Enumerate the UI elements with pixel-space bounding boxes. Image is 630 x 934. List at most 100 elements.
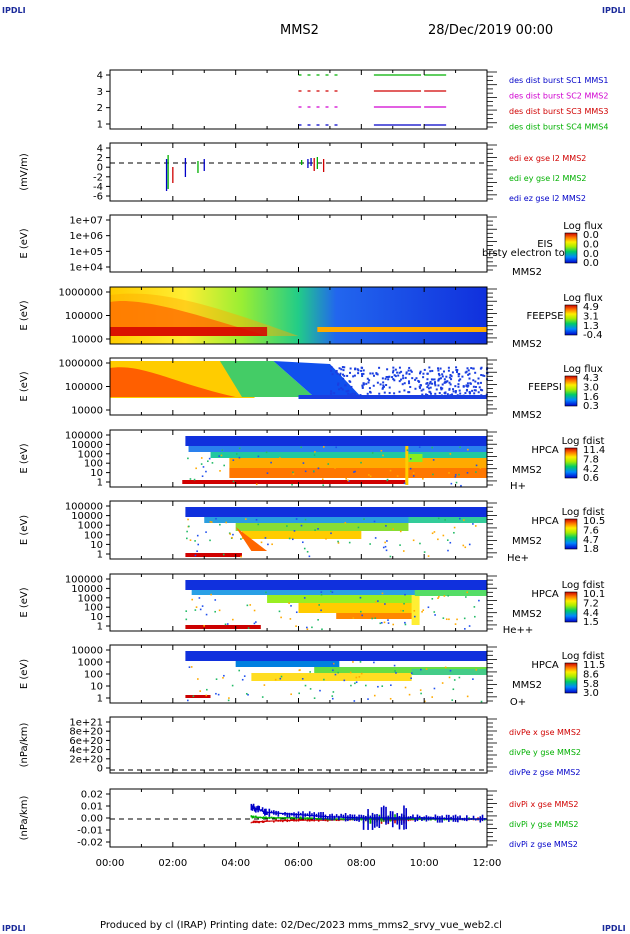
panel-frame bbox=[109, 69, 488, 130]
colorbar-value: 1.6 bbox=[583, 392, 599, 403]
page-title: MMS2 bbox=[280, 23, 319, 38]
y-tick-label: 100000 bbox=[65, 431, 103, 442]
brand-bottom-right: IPDLI bbox=[602, 924, 626, 933]
y-tick-label: -0.02 bbox=[77, 838, 103, 849]
y-tick-label: 10000 bbox=[71, 584, 103, 595]
x-tick-label: 04:00 bbox=[221, 858, 250, 869]
instrument-label: HPCA bbox=[531, 445, 559, 456]
y-axis-label: E (eV) bbox=[19, 515, 30, 545]
colorbar-value: 4.3 bbox=[583, 373, 599, 384]
instrument-label: HPCA bbox=[531, 660, 559, 671]
y-tick-label: 2 bbox=[97, 153, 103, 164]
y-tick-label: 1e+06 bbox=[69, 231, 103, 242]
y-tick-label: 1000 bbox=[78, 521, 103, 532]
y-tick-label: 10 bbox=[90, 468, 103, 479]
spacecraft-label: MMS2 bbox=[512, 410, 542, 421]
y-axis-label: E (eV) bbox=[19, 300, 30, 330]
y-tick-label: 4e+20 bbox=[69, 745, 103, 756]
species-label: He+ bbox=[507, 553, 529, 564]
y-tick-label: 10 bbox=[90, 612, 103, 623]
panel-divpi: 0.020.010.00-0.01-0.02 (nPa/km) divPi x gs… bbox=[19, 788, 578, 849]
species-label: O+ bbox=[510, 697, 526, 708]
y-tick-label: 100 bbox=[84, 459, 103, 470]
y-tick-label: 1000 bbox=[78, 449, 103, 460]
y-tick-label: 10000 bbox=[71, 406, 103, 417]
y-tick-label: 2e+20 bbox=[69, 754, 103, 765]
colorbar-value: -0.4 bbox=[583, 330, 603, 341]
colorbar-value: 1.5 bbox=[583, 617, 599, 628]
y-tick-label: 1e+07 bbox=[69, 216, 103, 227]
overlay-label: brsty electron to bbox=[482, 248, 565, 259]
y-tick-label: 1000 bbox=[78, 593, 103, 604]
y-tick-label: 0 bbox=[97, 163, 103, 174]
y-tick-label: 1 bbox=[97, 622, 103, 633]
panel-frame bbox=[109, 214, 488, 273]
legend-entry: divPi y gse MMS2 bbox=[509, 820, 578, 829]
colorbar-title: Log fdist bbox=[562, 436, 605, 447]
y-tick-label: 1 bbox=[97, 550, 103, 561]
instrument-label: FEEPSI bbox=[528, 382, 562, 393]
y-tick-label: 1 bbox=[97, 478, 103, 489]
colorbar-value: 4.9 bbox=[583, 302, 599, 313]
divpi-series-line bbox=[251, 806, 487, 820]
legend-entry: divPi z gse MMS2 bbox=[509, 840, 578, 849]
colorbar bbox=[564, 304, 578, 336]
y-tick-label: 100 bbox=[84, 603, 103, 614]
spacecraft-label: MMS2 bbox=[512, 536, 542, 547]
panel-frame bbox=[109, 716, 488, 774]
legend-entry: des dist burst SC1 MMS1 bbox=[509, 76, 608, 85]
footer-credit: Produced by cl (IRAP) Printing date: 02/… bbox=[100, 920, 502, 931]
y-tick-label: 1 bbox=[97, 694, 103, 705]
x-tick-label: 10:00 bbox=[410, 858, 439, 869]
y-tick-label: 0.00 bbox=[81, 814, 103, 825]
y-tick-label: 0.01 bbox=[81, 802, 103, 813]
instrument-label: HPCA bbox=[531, 589, 559, 600]
y-axis-label: (nPa/km) bbox=[19, 723, 30, 768]
brand-bottom-left: IPDLI bbox=[2, 924, 26, 933]
y-axis-label: E (eV) bbox=[19, 443, 30, 473]
colorbar-value: 1.8 bbox=[583, 544, 599, 555]
y-tick-label: 10000 bbox=[71, 646, 103, 657]
y-tick-label: 100 bbox=[84, 670, 103, 681]
colorbar bbox=[564, 518, 578, 550]
species-label: H+ bbox=[510, 481, 526, 492]
colorbar-value: 0.3 bbox=[583, 401, 599, 412]
legend-entry: des dist burst SC2 MMS2 bbox=[509, 92, 608, 101]
y-tick-label: 4 bbox=[97, 144, 103, 155]
y-tick-label: 1e+21 bbox=[69, 718, 103, 729]
x-tick-label: 02:00 bbox=[158, 858, 187, 869]
x-tick-label: 08:00 bbox=[347, 858, 376, 869]
y-tick-label: 1000 bbox=[78, 658, 103, 669]
y-tick-label: 2 bbox=[97, 103, 103, 114]
y-tick-label: 1e+05 bbox=[69, 247, 103, 258]
y-tick-label: 100 bbox=[84, 530, 103, 541]
spacecraft-label: MMS2 bbox=[512, 465, 542, 476]
colorbar-title: Log flux bbox=[563, 221, 603, 232]
y-axis-label: (mV/m) bbox=[19, 153, 30, 191]
y-axis-label: E (eV) bbox=[19, 371, 30, 401]
y-tick-label: 8e+20 bbox=[69, 727, 103, 738]
legend-entry: edi ex gse l2 MMS2 bbox=[509, 154, 586, 163]
y-tick-label: 6e+20 bbox=[69, 736, 103, 747]
colorbar bbox=[564, 662, 578, 694]
y-tick-label: 1000000 bbox=[58, 359, 103, 370]
colorbar bbox=[564, 232, 578, 264]
y-tick-label: 1 bbox=[97, 120, 103, 131]
colorbar bbox=[564, 375, 578, 407]
colorbar-value: 4.4 bbox=[583, 608, 599, 619]
colorbar-value: 7.2 bbox=[583, 598, 599, 609]
instrument-label: EIS bbox=[537, 239, 553, 250]
species-label: He++ bbox=[503, 625, 533, 636]
panel-feepse: 1000000 100000 10000 E (eV) FEEPSE MMS2 Log fl… bbox=[19, 286, 603, 350]
y-tick-label: -0.01 bbox=[77, 826, 103, 837]
spacecraft-label: MMS2 bbox=[512, 267, 542, 278]
y-tick-label: 10000 bbox=[71, 335, 103, 346]
y-tick-label: 1000000 bbox=[58, 288, 103, 299]
brand-top-left: IPDLI bbox=[2, 6, 26, 15]
y-tick-label: 0.02 bbox=[81, 790, 103, 801]
